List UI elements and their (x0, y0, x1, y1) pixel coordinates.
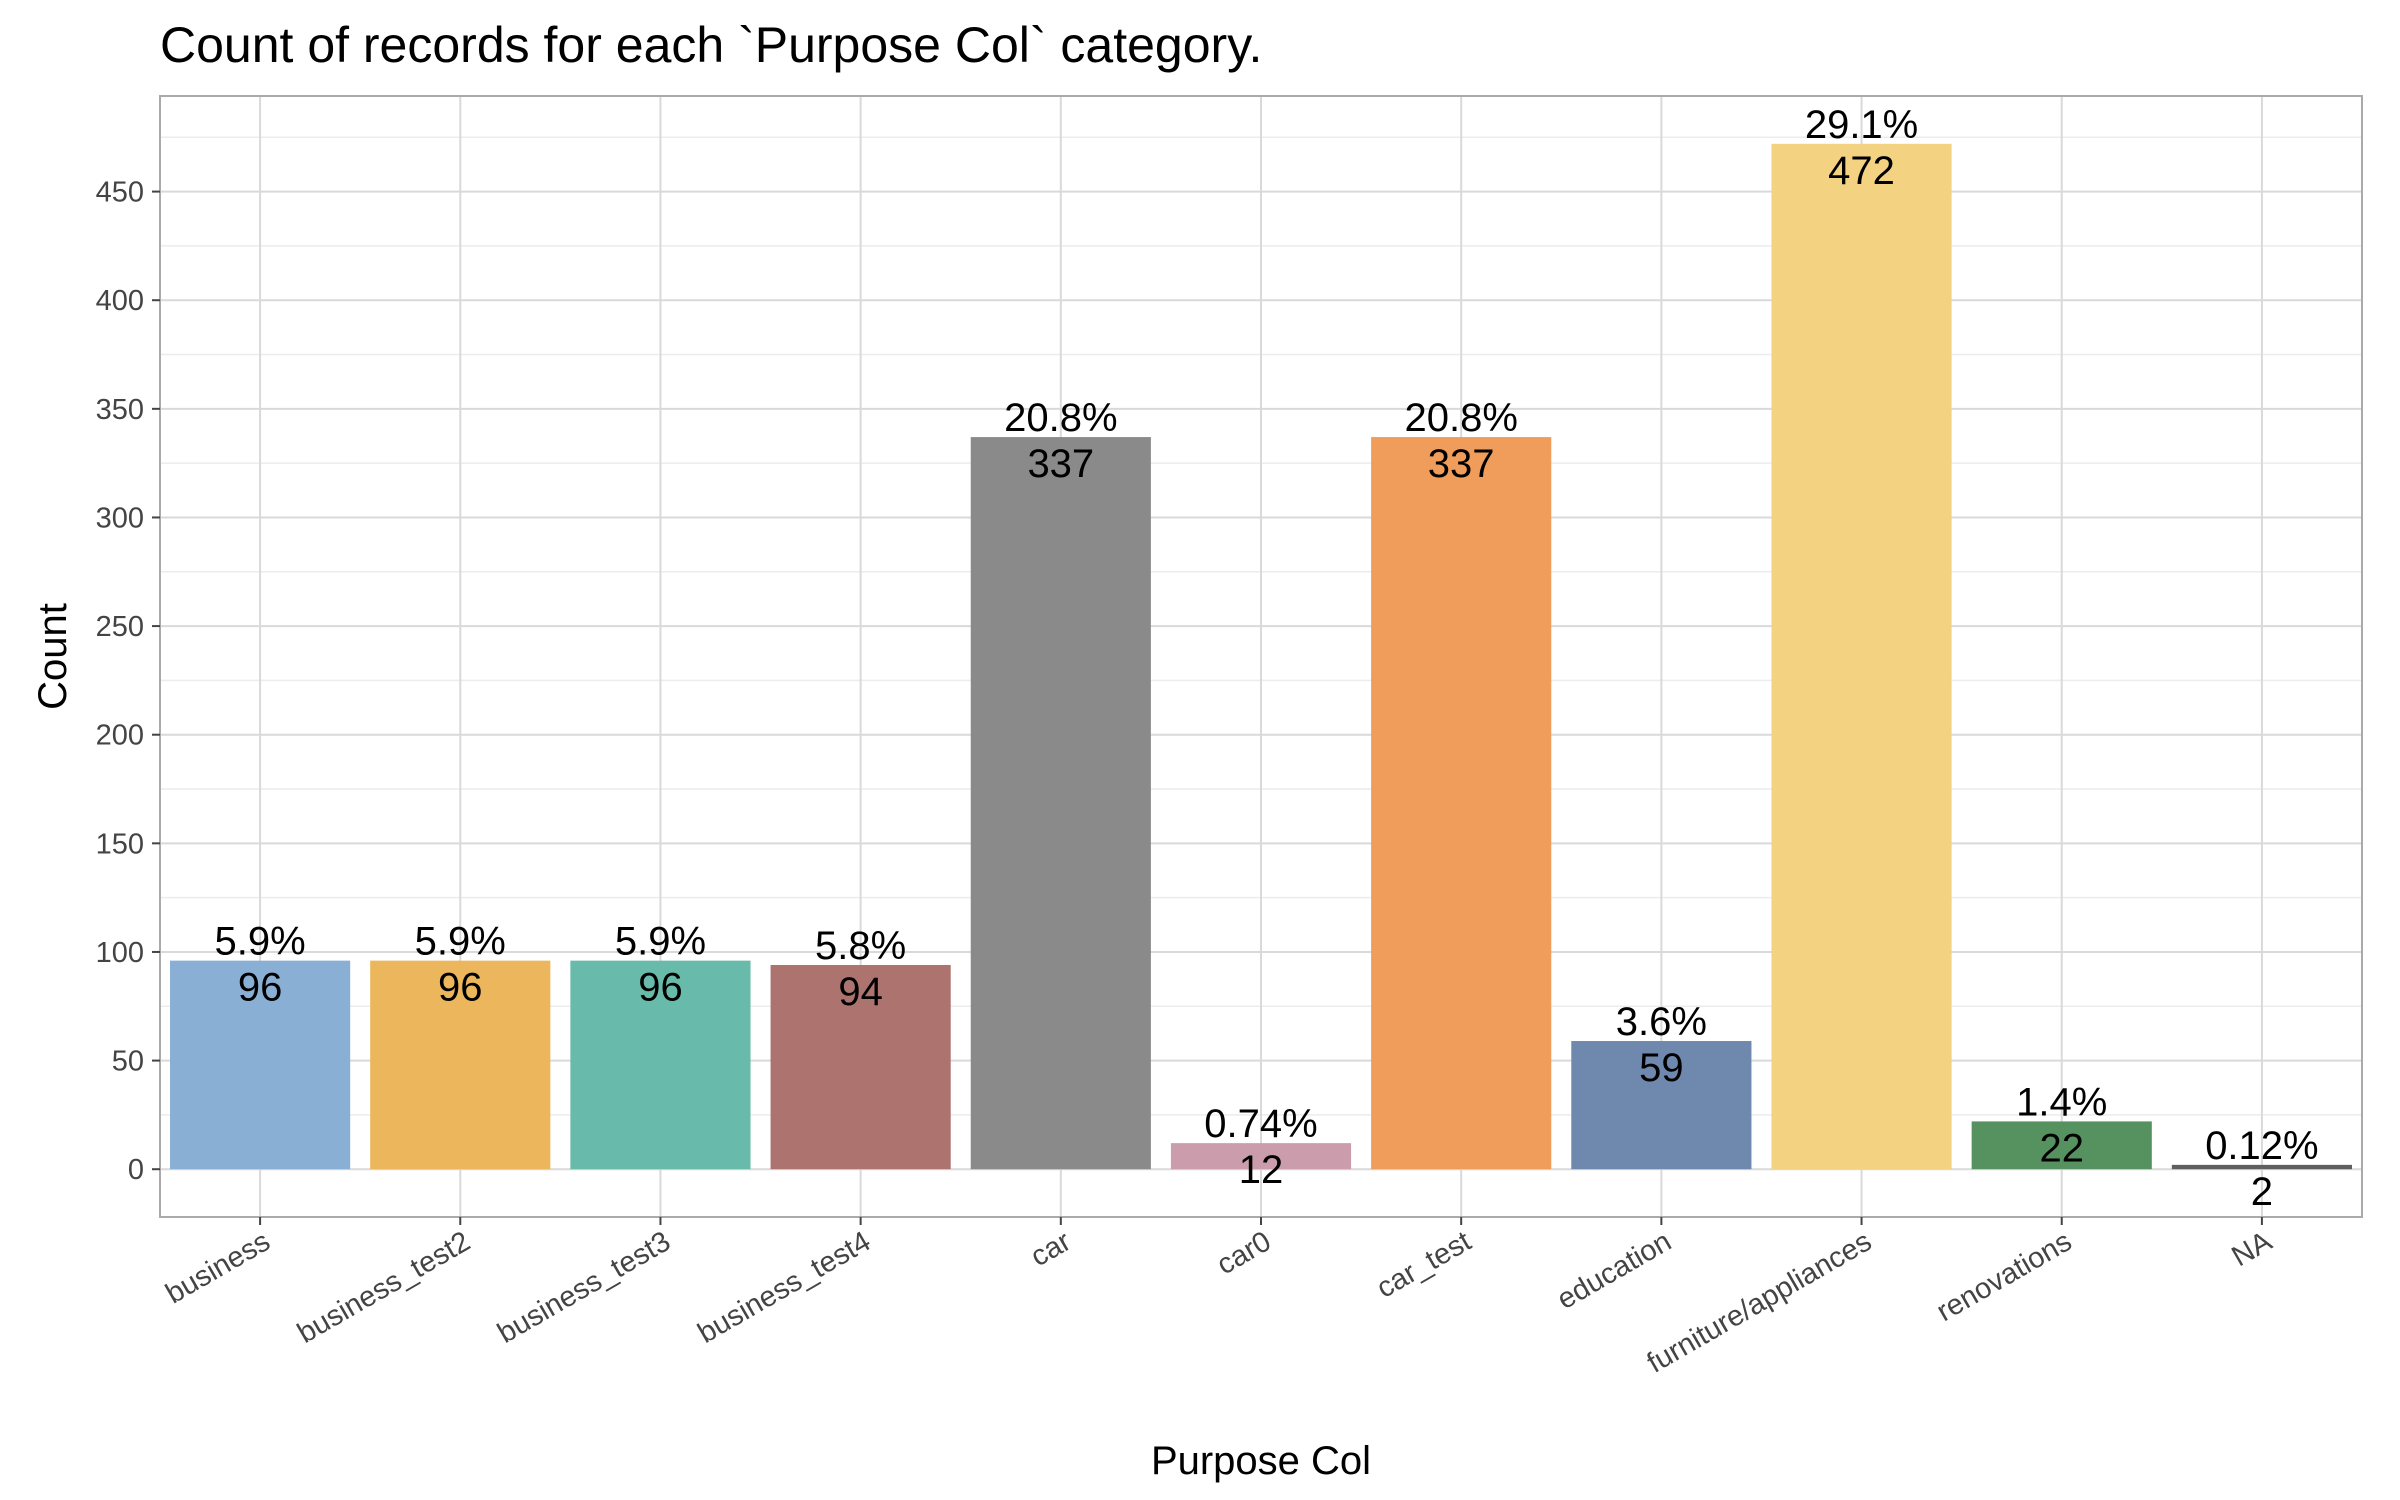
bar-count-label: 12 (1239, 1148, 1284, 1192)
bar-count-label: 337 (1428, 442, 1495, 486)
y-tick-label: 250 (96, 611, 144, 643)
bar-percent-label: 5.9% (415, 920, 506, 964)
bar-percent-label: 3.6% (1616, 1000, 1707, 1044)
x-tick-label: business (160, 1225, 275, 1310)
bar-count-label: 94 (838, 970, 883, 1014)
bar-percent-label: 5.9% (215, 920, 306, 964)
bar-percent-label: 1.4% (2016, 1080, 2107, 1124)
x-tick-label: renovations (1931, 1225, 2077, 1328)
x-tick-label: car (1025, 1225, 1076, 1273)
bar-percent-label: 0.12% (2205, 1124, 2318, 1168)
bar-count-label: 96 (638, 966, 683, 1010)
y-axis-title: Count (31, 603, 75, 710)
bar-count-label: 2 (2251, 1170, 2273, 1214)
bar (2171, 1164, 2352, 1170)
bar-percent-label: 0.74% (1204, 1102, 1317, 1146)
bar-count-label: 59 (1639, 1046, 1684, 1090)
x-tick-label: NA (2227, 1225, 2278, 1273)
bar-count-label: 96 (438, 966, 483, 1010)
x-tick-label: business_test3 (492, 1225, 676, 1349)
bar-count-label: 472 (1828, 149, 1895, 193)
bar-percent-label: 20.8% (1004, 396, 1117, 440)
bar-labels: 5.9%965.9%965.9%965.8%9420.8%3370.74%122… (215, 103, 2319, 1214)
x-axis-ticks: business business_test2 business_test3 busi… (160, 1217, 2278, 1380)
bar-percent-label: 29.1% (1805, 103, 1918, 147)
y-tick-label: 150 (96, 828, 144, 860)
y-tick-label: 350 (96, 394, 144, 426)
bar-percent-label: 5.9% (615, 920, 706, 964)
bar-count-label: 96 (238, 966, 283, 1010)
bar (1571, 1041, 1752, 1170)
bar-count-label: 337 (1027, 442, 1094, 486)
x-tick-label: furniture/appliances (1642, 1225, 1877, 1379)
bar (570, 960, 751, 1170)
y-tick-label: 450 (96, 177, 144, 209)
x-tick-label: education (1552, 1225, 1677, 1316)
y-tick-label: 400 (96, 285, 144, 317)
bar (1971, 1121, 2152, 1170)
x-tick-label: business_test4 (693, 1225, 877, 1349)
y-axis-ticks: 0 50 100 150 200 250 300 350 400 450 (96, 177, 160, 1186)
bar-count-label: 22 (2039, 1126, 2084, 1170)
bars-layer (170, 143, 2352, 1170)
bar-percent-label: 20.8% (1404, 396, 1517, 440)
y-tick-label: 200 (96, 720, 144, 752)
bar (370, 960, 551, 1170)
bar (1371, 437, 1552, 1170)
bar (770, 964, 951, 1170)
x-tick-label: car0 (1212, 1225, 1277, 1281)
x-tick-label: business_test2 (292, 1225, 476, 1349)
bar (1170, 1143, 1352, 1170)
x-axis-title: Purpose Col (1151, 1439, 1371, 1483)
bar (970, 437, 1151, 1170)
chart-title: Count of records for each `Purpose Col` … (160, 17, 1262, 73)
bar (170, 960, 351, 1170)
y-tick-label: 50 (112, 1046, 144, 1078)
bar (1771, 143, 1952, 1170)
y-tick-label: 300 (96, 502, 144, 534)
y-tick-label: 100 (96, 937, 144, 969)
bar-percent-label: 5.8% (815, 924, 906, 968)
y-tick-label: 0 (128, 1154, 144, 1186)
x-tick-label: car_test (1371, 1225, 1476, 1304)
